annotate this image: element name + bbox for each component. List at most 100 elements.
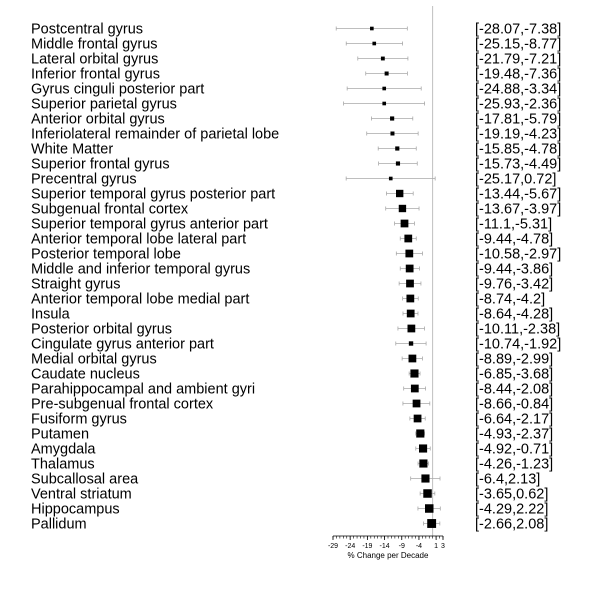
point-estimate [372, 41, 377, 46]
row-label: Gyrus cinguli posterior part [31, 82, 204, 98]
ci-text: [-10.58,-2.97] [475, 247, 561, 263]
row-label: White Matter [31, 142, 113, 158]
x-tick-label: -24 [345, 543, 355, 550]
point-estimate [382, 101, 387, 106]
ci-text: [-4.26,-1.23] [475, 457, 553, 473]
ci-text: [-8.74,-4.2] [475, 292, 545, 308]
point-estimate [410, 384, 419, 393]
row-label: Posterior orbital gyrus [31, 322, 172, 338]
ci-text: [-19.48,-7.36] [475, 67, 561, 83]
point-estimate [425, 504, 434, 513]
point-estimate [395, 161, 401, 166]
ci-text: [-28.07,-7.38] [475, 22, 561, 38]
point-estimate [400, 219, 409, 228]
point-estimate [412, 399, 421, 408]
ci-text: [-25.17,0.72] [475, 172, 556, 188]
row-label: Lateral orbital gyrus [31, 52, 158, 68]
ci-text: [-6.4,2.13] [475, 472, 540, 488]
point-estimate [380, 56, 385, 61]
x-tick-label: -29 [328, 543, 338, 550]
ci-text: [-8.66,-0.84] [475, 397, 553, 413]
point-estimate [407, 324, 416, 333]
ci-text: [-21.79,-7.21] [475, 52, 561, 68]
point-estimate [398, 204, 407, 213]
point-estimate [408, 354, 417, 363]
row-label: Medial orbital gyrus [31, 352, 157, 368]
ci-text: [-8.89,-2.99] [475, 352, 553, 368]
x-tick-label: 3 [441, 543, 445, 550]
point-estimate [390, 131, 395, 136]
ci-text-layer: [-28.07,-7.38][-25.15,-8.77][-21.79,-7.2… [475, 22, 561, 533]
row-label: Parahippocampal and ambient gyri [31, 382, 255, 398]
ci-text: [-6.85,-3.68] [475, 367, 553, 383]
row-label: Superior temporal gyrus posterior part [31, 187, 275, 203]
x-axis-title: % Change per Decade [348, 551, 429, 560]
ci-text: [-4.92,-0.71] [475, 442, 553, 458]
x-axis: -29 -24 -19 -14 -9 -4 1 3 [328, 535, 445, 550]
ci-text: [-11.1,-5.31] [475, 217, 552, 233]
row-label: Superior frontal gyrus [31, 157, 170, 173]
row-label: Postcentral gyrus [31, 22, 143, 38]
row-label: Straight gyrus [31, 277, 120, 293]
row-label: Thalamus [31, 457, 95, 473]
point-estimate [404, 234, 413, 243]
row-label: Caudate nucleus [31, 367, 140, 383]
ci-text: [-9.76,-3.42] [475, 277, 553, 293]
point-estimate [419, 459, 428, 468]
x-tick-label: -4 [416, 543, 422, 550]
point-estimate [370, 26, 374, 31]
row-label: Posterior temporal lobe [31, 247, 181, 263]
ci-text: [-13.44,-5.67] [475, 187, 561, 203]
point-estimate [413, 414, 422, 423]
point-estimate [396, 189, 404, 198]
ci-text: [-13.67,-3.97] [475, 202, 561, 218]
point-estimate [395, 146, 400, 151]
point-estimate [406, 279, 414, 288]
row-label: Middle and inferior temporal gyrus [31, 262, 250, 278]
row-label: Hippocampus [31, 502, 120, 518]
ci-text: [-4.29,2.22] [475, 502, 548, 518]
point-estimate [410, 369, 419, 378]
row-label: Superior temporal gyrus anterior part [31, 217, 268, 233]
ci-text: [-19.19,-4.23] [475, 127, 561, 143]
ci-text: [-25.93,-2.36] [475, 97, 561, 113]
ci-text: [-10.11,-2.38] [475, 322, 560, 338]
row-label: Subcallosal area [31, 472, 139, 488]
row-label: Anterior temporal lobe lateral part [31, 232, 246, 248]
point-estimate [408, 341, 414, 346]
row-label: Insula [31, 307, 71, 323]
point-estimate [388, 176, 393, 181]
ci-text: [-10.74,-1.92] [475, 337, 561, 353]
row-label: Putamen [31, 427, 89, 443]
row-label: Anterior orbital gyrus [31, 112, 165, 128]
point-estimate [421, 474, 430, 483]
x-tick-label: 1 [434, 543, 438, 550]
row-label: Amygdala [31, 442, 96, 458]
row-label: Anterior temporal lobe medial part [31, 292, 249, 308]
x-tick-label: -19 [362, 543, 372, 550]
row-label: Ventral striatum [31, 487, 132, 503]
point-estimate [416, 429, 425, 438]
point-estimate [406, 309, 415, 318]
row-label: Subgenual frontal cortex [31, 202, 189, 218]
x-tick-label: -14 [380, 543, 390, 550]
point-estimate [406, 294, 415, 303]
ci-text: [-8.44,-2.08] [475, 382, 553, 398]
row-label: Inferior frontal gyrus [31, 67, 160, 83]
ci-text: [-2.66,2.08] [475, 517, 548, 533]
point-estimate [384, 71, 389, 76]
ci-text: [-3.65,0.62] [475, 487, 548, 503]
ci-text: [-6.64,-2.17] [475, 412, 553, 428]
row-label: Pre-subgenual frontal cortex [31, 397, 214, 413]
point-estimate [405, 249, 414, 258]
ci-text: [-8.64,-4.28] [475, 307, 553, 323]
ci-text: [-24.88,-3.34] [475, 82, 561, 98]
row-label: Middle frontal gyrus [31, 37, 158, 53]
row-label: Precentral gyrus [31, 172, 137, 188]
ci-text: [-4.93,-2.37] [475, 427, 553, 443]
point-estimate [419, 444, 428, 453]
row-label: Pallidum [31, 517, 87, 533]
row-label: Inferiolateral remainder of parietal lob… [31, 127, 279, 143]
